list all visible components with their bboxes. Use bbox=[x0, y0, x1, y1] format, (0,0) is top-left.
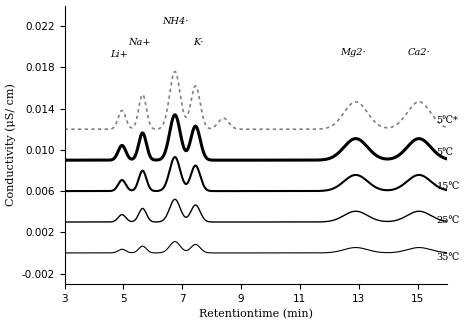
Y-axis label: Conductivity (μS/ cm): Conductivity (μS/ cm) bbox=[6, 83, 16, 206]
Text: 15℃: 15℃ bbox=[437, 182, 460, 191]
Text: Na+: Na+ bbox=[128, 38, 151, 47]
Text: Ca2·: Ca2· bbox=[408, 48, 431, 57]
Text: Li+: Li+ bbox=[110, 50, 128, 59]
Text: K·: K· bbox=[193, 38, 204, 47]
Text: 25℃: 25℃ bbox=[437, 216, 460, 226]
Text: 5℃*: 5℃* bbox=[437, 116, 459, 125]
Text: 35℃: 35℃ bbox=[437, 253, 460, 262]
Text: 5℃: 5℃ bbox=[437, 148, 453, 157]
Text: NH4·: NH4· bbox=[162, 17, 188, 26]
Text: Mg2·: Mg2· bbox=[340, 48, 366, 57]
X-axis label: Retentiontime (min): Retentiontime (min) bbox=[199, 309, 313, 319]
